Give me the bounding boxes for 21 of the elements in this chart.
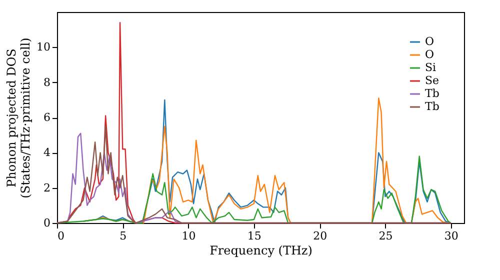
x-tick-label: 20 [313,230,328,242]
y-tick-label: 10 [36,40,50,54]
y-tick-label: 8 [44,76,50,89]
y-tick-label: 4 [44,146,50,160]
y-axis-title: Phonon projected DOS (States/THz·primitive cell) [4,38,33,198]
legend-label: Tb [425,87,440,100]
x-tick-label: 25 [378,230,393,242]
legend-label: Se [425,74,440,87]
y-tick-label: 2 [44,181,50,194]
y-tick-label: 6 [44,111,50,124]
y-tick-label: 0 [44,216,50,230]
x-tick-label: 0 [58,230,64,242]
legend-label: O [425,35,434,48]
legend-label: Tb [425,100,440,113]
x-tick-label: 15 [247,230,262,242]
legend-label: Si [425,61,437,74]
x-tick-label: 10 [182,230,196,242]
legend-label: O [425,48,434,61]
x-axis-title: Frequency (THz) [210,244,312,258]
x-tick-label: 5 [120,230,127,242]
x-tick-label: 30 [444,230,458,242]
